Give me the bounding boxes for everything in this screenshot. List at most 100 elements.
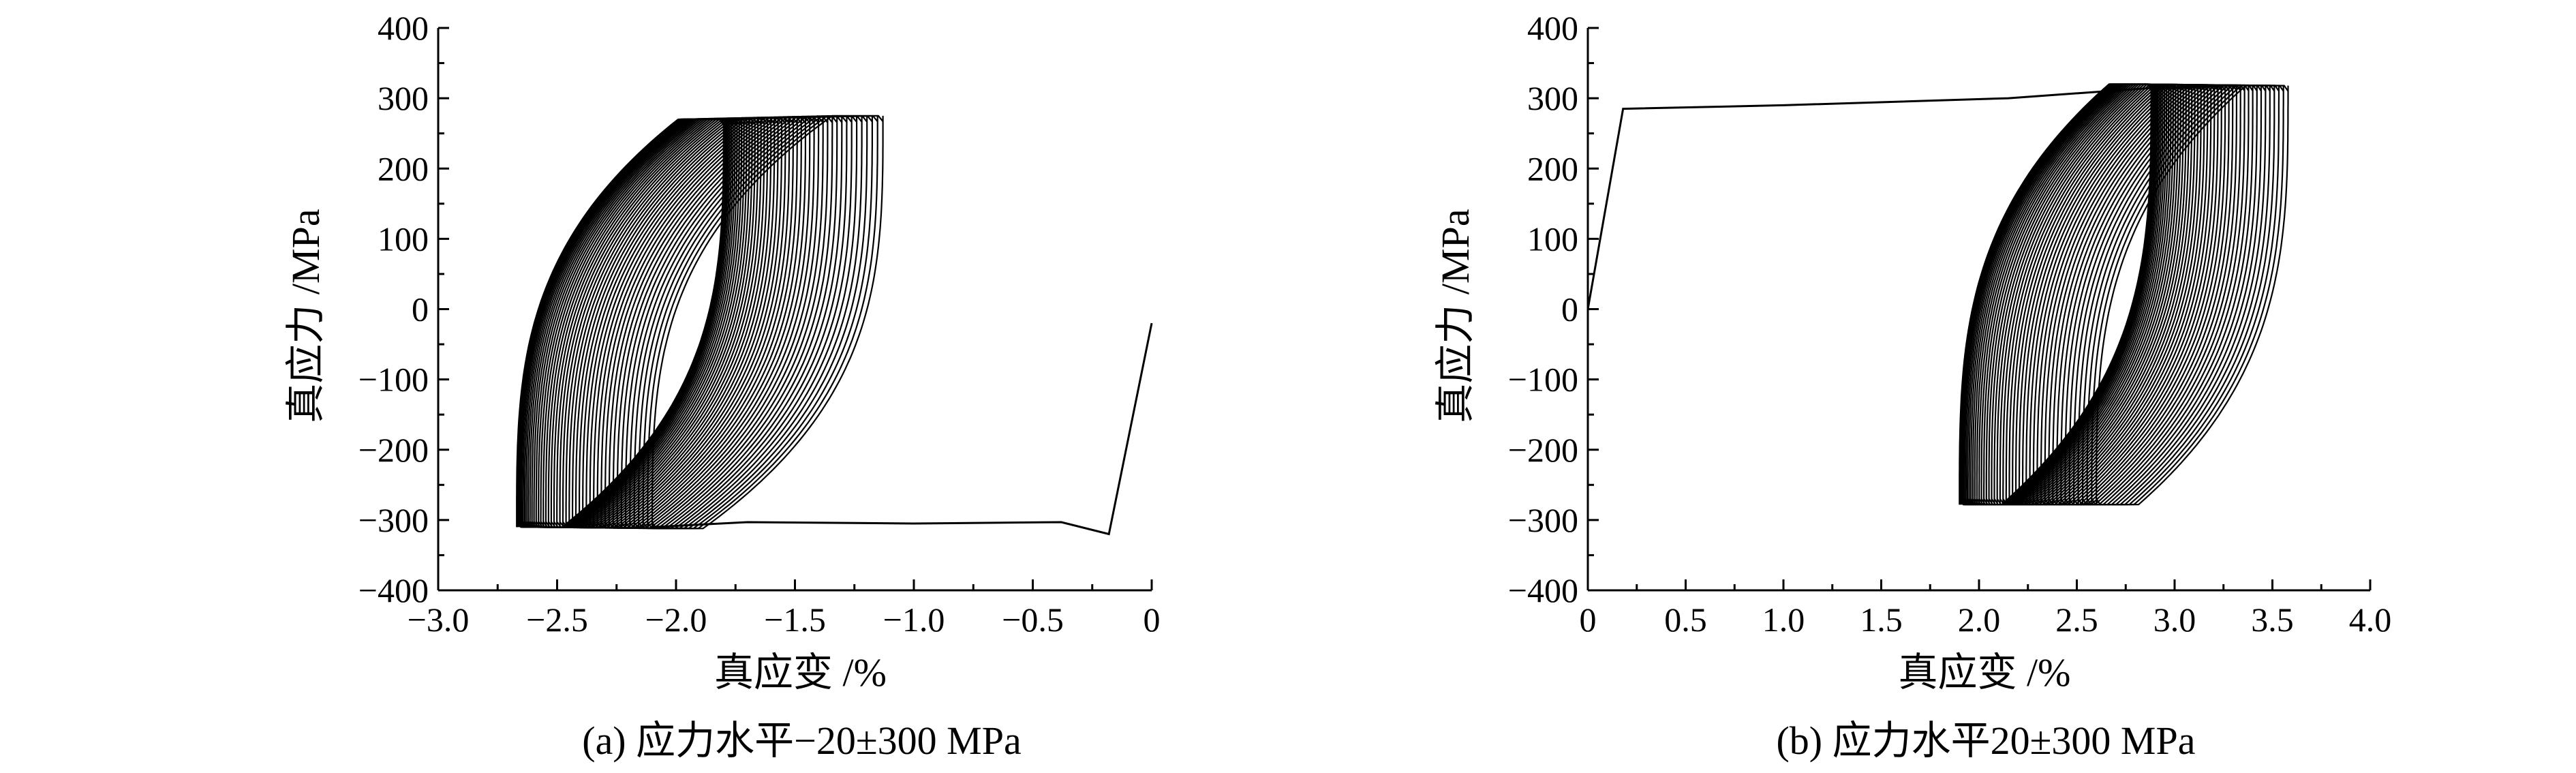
x-axis-label-b: 真应变 /% [1899, 650, 2071, 695]
y-tick-label: 0 [412, 290, 429, 329]
y-tick-label: 200 [1527, 149, 1578, 187]
caption-a: (a) 应力水平−20±300 MPa [582, 718, 1022, 763]
y-tick-label: −400 [1508, 571, 1578, 609]
hysteresis-loop [1974, 83, 2168, 506]
hysteresis-loop [642, 115, 873, 530]
y-tick-label: −100 [1508, 361, 1578, 399]
x-tick-label: 1.0 [1762, 601, 1805, 639]
x-tick-label: 3.0 [2153, 601, 2196, 639]
hysteresis-loop [1962, 83, 2156, 506]
y-tick-label: 300 [1527, 79, 1578, 117]
y-tick-label: −100 [358, 361, 429, 399]
hysteresis-loop [612, 116, 838, 529]
caption-b: (b) 应力水平20±300 MPa [1776, 718, 2195, 763]
hysteresis-loop [2002, 84, 2196, 506]
hysteresis-loop [516, 119, 724, 528]
hysteresis-loop [585, 117, 806, 529]
y-tick-label: −300 [1508, 501, 1578, 539]
hysteresis-loop [568, 117, 786, 529]
hysteresis-loop [529, 118, 740, 528]
x-tick-label: −2.5 [526, 601, 588, 639]
hysteresis-loop [2073, 85, 2267, 506]
hysteresis-loop [517, 118, 726, 528]
y-tick-labels-a: −400 −300 −200 −100 0 100 200 300 400 [358, 9, 429, 609]
y-tick-labels-b: −400 −300 −200 −100 0 100 200 300 400 [1508, 9, 1578, 609]
initial-loading-curve [652, 322, 1153, 536]
hysteresis-loop [2022, 84, 2215, 506]
hysteresis-loop [559, 117, 776, 528]
x-tick-labels-b: 0 0.5 1.0 1.5 2.0 2.5 3.0 3.5 4.0 [1580, 601, 2392, 639]
y-tick-label: 100 [378, 219, 429, 258]
hysteresis-loop [1991, 83, 2184, 506]
hysteresis-loop [633, 115, 863, 530]
axes-a [437, 27, 1153, 592]
hysteresis-loop [527, 118, 738, 528]
hysteresis-loop [553, 117, 769, 528]
hysteresis-loop [608, 116, 833, 529]
hysteresis-loop [2012, 84, 2205, 506]
hysteresis-loop [578, 117, 798, 529]
hysteresis-loop [2044, 84, 2237, 506]
hysteresis-loop [1988, 83, 2181, 506]
hysteresis-loop [2091, 85, 2284, 506]
hysteresis-loop [1993, 83, 2187, 506]
x-tick-label: 3.5 [2251, 601, 2294, 639]
x-tick-labels-a: −3.0 −2.5 −2.0 −1.5 −1.0 −0.5 0 [408, 601, 1161, 639]
hysteresis-loop [651, 115, 884, 530]
hysteresis-loop [629, 115, 858, 529]
x-tick-label: 1.5 [1860, 601, 1903, 639]
hysteresis-loop [2048, 84, 2241, 506]
hysteresis-loop [572, 117, 791, 529]
hysteresis-loop [593, 117, 815, 529]
initial-loading-curve [1586, 85, 2234, 309]
hysteresis-loop [2056, 84, 2250, 506]
y-axis-label-a: 真应力 /MPa [283, 209, 328, 423]
x-axis-label-a: 真应变 /% [714, 650, 887, 695]
hysteresis-loop [1965, 83, 2159, 506]
x-tick-label: −0.5 [1002, 601, 1064, 639]
hysteresis-loop [2086, 85, 2280, 506]
hysteresis-loop [2096, 85, 2289, 506]
hysteresis-loop [550, 117, 765, 528]
hysteresis-loop [2060, 84, 2254, 506]
hysteresis-loop [1968, 83, 2162, 506]
x-tick-label: 2.0 [1958, 601, 2001, 639]
hysteresis-loop [1972, 83, 2166, 506]
hysteresis-loop [542, 117, 756, 528]
y-tick-label: 200 [378, 149, 429, 187]
x-tick-label: 2.5 [2055, 601, 2098, 639]
y-tick-label: −300 [358, 501, 429, 539]
hysteresis-loop [1976, 83, 2170, 506]
hysteresis-loop [1996, 84, 2190, 506]
hysteresis-loop [1961, 83, 2155, 506]
x-tick-label: 0 [1144, 601, 1161, 639]
hysteresis-loop [2018, 84, 2212, 506]
hysteresis-loop [1985, 83, 2179, 506]
hysteresis-loop [2008, 84, 2202, 506]
hysteresis-loop [2064, 85, 2258, 506]
initial-loading-path-b [1586, 85, 2234, 309]
hysteresis-loops-b [1959, 83, 2289, 506]
hysteresis-loop [545, 117, 759, 528]
hysteresis-loop [2005, 84, 2199, 506]
hysteresis-loop [2015, 84, 2209, 506]
hysteresis-loop [525, 118, 736, 528]
hysteresis-loop [616, 116, 843, 529]
hysteresis-loops-a [516, 115, 884, 530]
x-tick-label: −2.0 [645, 601, 707, 639]
chart-panel-b: 0 0.5 1.0 1.5 2.0 2.5 3.0 3.5 4.0 −400 −300 −200 −1… [1433, 9, 2391, 763]
hysteresis-loop [535, 118, 748, 528]
x-tick-label: 4.0 [2349, 601, 2392, 639]
hysteresis-loop [2068, 85, 2263, 506]
hysteresis-loop [556, 117, 772, 528]
hysteresis-loop [2077, 85, 2271, 506]
hysteresis-loop [533, 118, 745, 528]
x-tick-label: 0 [1580, 601, 1597, 639]
y-tick-label: −200 [1508, 431, 1578, 469]
x-tick-label: −1.5 [764, 601, 826, 639]
y-tick-label: 300 [378, 79, 429, 117]
y-tick-label: 100 [1527, 219, 1578, 258]
y-tick-label: 0 [1561, 290, 1578, 329]
hysteresis-loop [538, 118, 750, 528]
hysteresis-loop [547, 117, 762, 528]
